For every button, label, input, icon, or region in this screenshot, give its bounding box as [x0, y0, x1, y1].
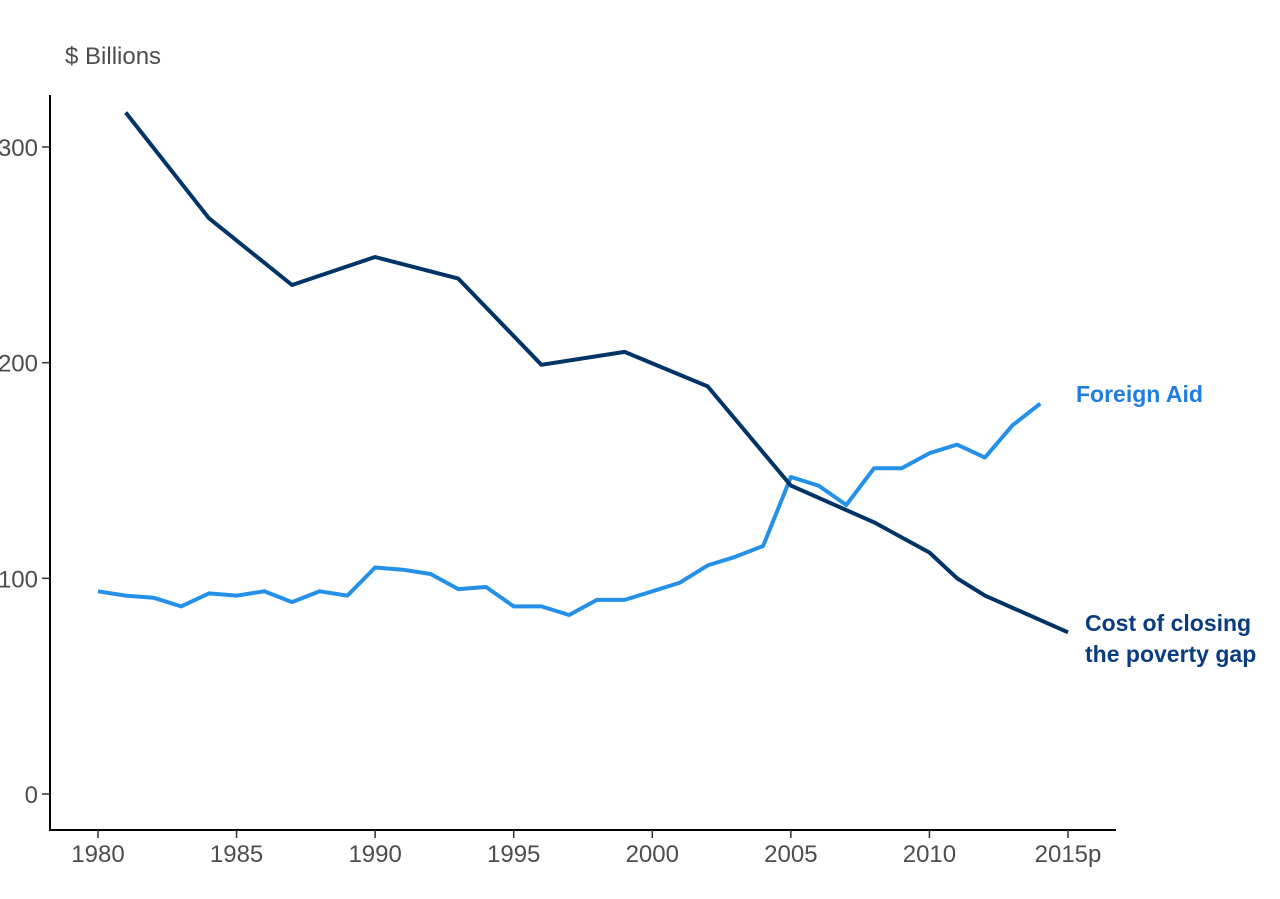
- x-tick-label: 1985: [210, 841, 263, 868]
- x-tick-label: 1990: [348, 841, 401, 868]
- y-tick-label: 200: [0, 351, 38, 378]
- x-tick-label: 1980: [71, 841, 124, 868]
- x-tick-label: 2015p: [1035, 841, 1102, 868]
- series-labels: Foreign Aid Cost of closing the poverty ga…: [1076, 381, 1256, 667]
- y-axis-unit-label: $ Billions: [65, 43, 161, 70]
- series-label-poverty-gap: Cost of closing the poverty gap: [1085, 610, 1256, 667]
- y-tick-label: 300: [0, 135, 38, 162]
- y-tick-label: 100: [0, 566, 38, 593]
- y-tick-label: 0: [25, 782, 38, 809]
- series-label-line: Cost of closing: [1085, 610, 1251, 636]
- series-line-foreign-aid: [97, 402, 1042, 617]
- x-tick-label: 1995: [487, 841, 540, 868]
- x-tick-label: 2005: [764, 841, 817, 868]
- series-line-cost-of-closing-the-poverty-gap: [124, 111, 1069, 635]
- x-tick-label: 2010: [903, 841, 956, 868]
- y-axis-ticks: 0 100 200 300: [0, 135, 50, 809]
- series-label-line: the poverty gap: [1085, 641, 1256, 667]
- x-tick-label: 2000: [626, 841, 679, 868]
- series-label-foreign-aid: Foreign Aid: [1076, 381, 1203, 407]
- x-axis-ticks: 1980 1985 1990 1995 2000 2005 2010 2015p: [71, 830, 1101, 868]
- series-lines: [97, 111, 1069, 635]
